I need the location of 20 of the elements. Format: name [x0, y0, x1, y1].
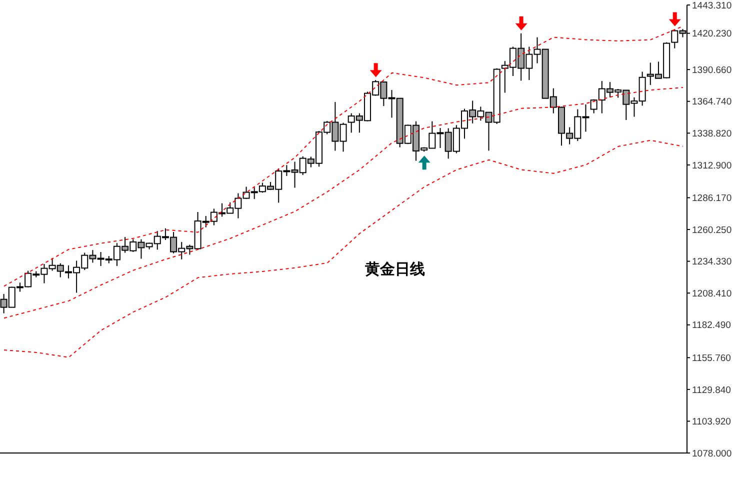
line-series — [4, 87, 684, 319]
y-tick-label: 1443.310 — [692, 0, 732, 12]
y-tick-label: 1208.410 — [692, 288, 732, 300]
y-tick-label: 1260.250 — [692, 224, 732, 236]
y-tick-label: 1155.760 — [692, 353, 731, 364]
y-tick-label: 1129.840 — [692, 384, 731, 396]
y-tick-label: 1234.330 — [692, 256, 732, 268]
y-tick-label: 1420.230 — [692, 28, 732, 40]
y-tick-label: 1103.920 — [692, 416, 731, 428]
y-tick-label: 1078.000 — [692, 448, 732, 460]
line-series — [4, 140, 684, 358]
candlestick — [590, 98, 598, 114]
y-tick-label: 1286.170 — [692, 193, 732, 204]
y-tick-label: 1364.740 — [692, 96, 732, 108]
line-series — [4, 26, 684, 287]
y-tick-label: 1338.820 — [692, 128, 732, 140]
annotation: 黄金日线 — [364, 260, 426, 278]
y-tick-label: 1390.660 — [692, 64, 732, 76]
y-tick-label: 1182.490 — [692, 320, 731, 332]
y-tick-label: 1312.900 — [692, 160, 732, 172]
